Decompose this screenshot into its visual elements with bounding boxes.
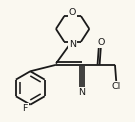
Text: O: O bbox=[69, 8, 76, 17]
Text: N: N bbox=[69, 40, 76, 49]
Text: Cl: Cl bbox=[112, 82, 121, 91]
Text: O: O bbox=[97, 38, 104, 47]
Text: N: N bbox=[78, 88, 85, 97]
Text: F: F bbox=[22, 104, 28, 113]
